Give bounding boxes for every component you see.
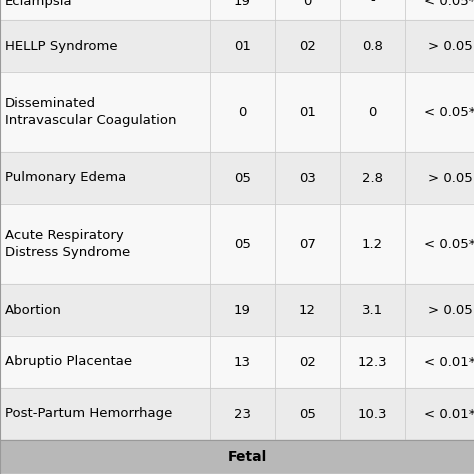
Text: 01: 01 [234, 39, 251, 53]
Text: > 0.05: > 0.05 [428, 303, 473, 317]
Text: < 0.05*: < 0.05* [424, 237, 474, 250]
Text: 13: 13 [234, 356, 251, 368]
Text: 23: 23 [234, 408, 251, 420]
Text: Fetal: Fetal [228, 450, 267, 464]
Text: 03: 03 [299, 172, 316, 184]
Text: 02: 02 [299, 39, 316, 53]
Text: 02: 02 [299, 356, 316, 368]
Text: 19: 19 [234, 303, 251, 317]
Text: > 0.05: > 0.05 [428, 172, 473, 184]
Bar [0, 336, 474, 388]
Bar [0, 152, 474, 204]
Text: Acute Respiratory
Distress Syndrome: Acute Respiratory Distress Syndrome [5, 229, 130, 259]
Bar [0, 0, 474, 20]
Text: 10.3: 10.3 [358, 408, 387, 420]
Text: Post-Partum Hemorrhage: Post-Partum Hemorrhage [5, 408, 173, 420]
Text: < 0.01*: < 0.01* [424, 356, 474, 368]
Text: Disseminated
Intravascular Coagulation: Disseminated Intravascular Coagulation [5, 97, 176, 127]
Text: 0: 0 [368, 106, 377, 118]
Text: 01: 01 [299, 106, 316, 118]
Text: Abruptio Placentae: Abruptio Placentae [5, 356, 132, 368]
Bar [0, 440, 474, 474]
Text: Eclampsia: Eclampsia [5, 0, 73, 8]
Text: Abortion: Abortion [5, 303, 62, 317]
Text: < 0.05*: < 0.05* [424, 0, 474, 8]
Text: 2.8: 2.8 [362, 172, 383, 184]
Text: 19: 19 [234, 0, 251, 8]
Text: 05: 05 [299, 408, 316, 420]
Bar [0, 204, 474, 284]
Text: 05: 05 [234, 237, 251, 250]
Bar [0, 72, 474, 152]
Text: < 0.05*: < 0.05* [424, 106, 474, 118]
Text: 0: 0 [238, 106, 246, 118]
Bar [0, 388, 474, 440]
Text: HELLP Syndrome: HELLP Syndrome [5, 39, 118, 53]
Text: < 0.01*: < 0.01* [424, 408, 474, 420]
Bar [0, 284, 474, 336]
Text: > 0.05: > 0.05 [428, 39, 473, 53]
Text: 05: 05 [234, 172, 251, 184]
Text: 1.2: 1.2 [362, 237, 383, 250]
Bar [0, 20, 474, 72]
Text: 3.1: 3.1 [362, 303, 383, 317]
Text: -: - [370, 0, 375, 8]
Text: 0: 0 [303, 0, 312, 8]
Text: 0.8: 0.8 [362, 39, 383, 53]
Text: 12.3: 12.3 [358, 356, 387, 368]
Text: Pulmonary Edema: Pulmonary Edema [5, 172, 126, 184]
Text: 12: 12 [299, 303, 316, 317]
Text: 07: 07 [299, 237, 316, 250]
